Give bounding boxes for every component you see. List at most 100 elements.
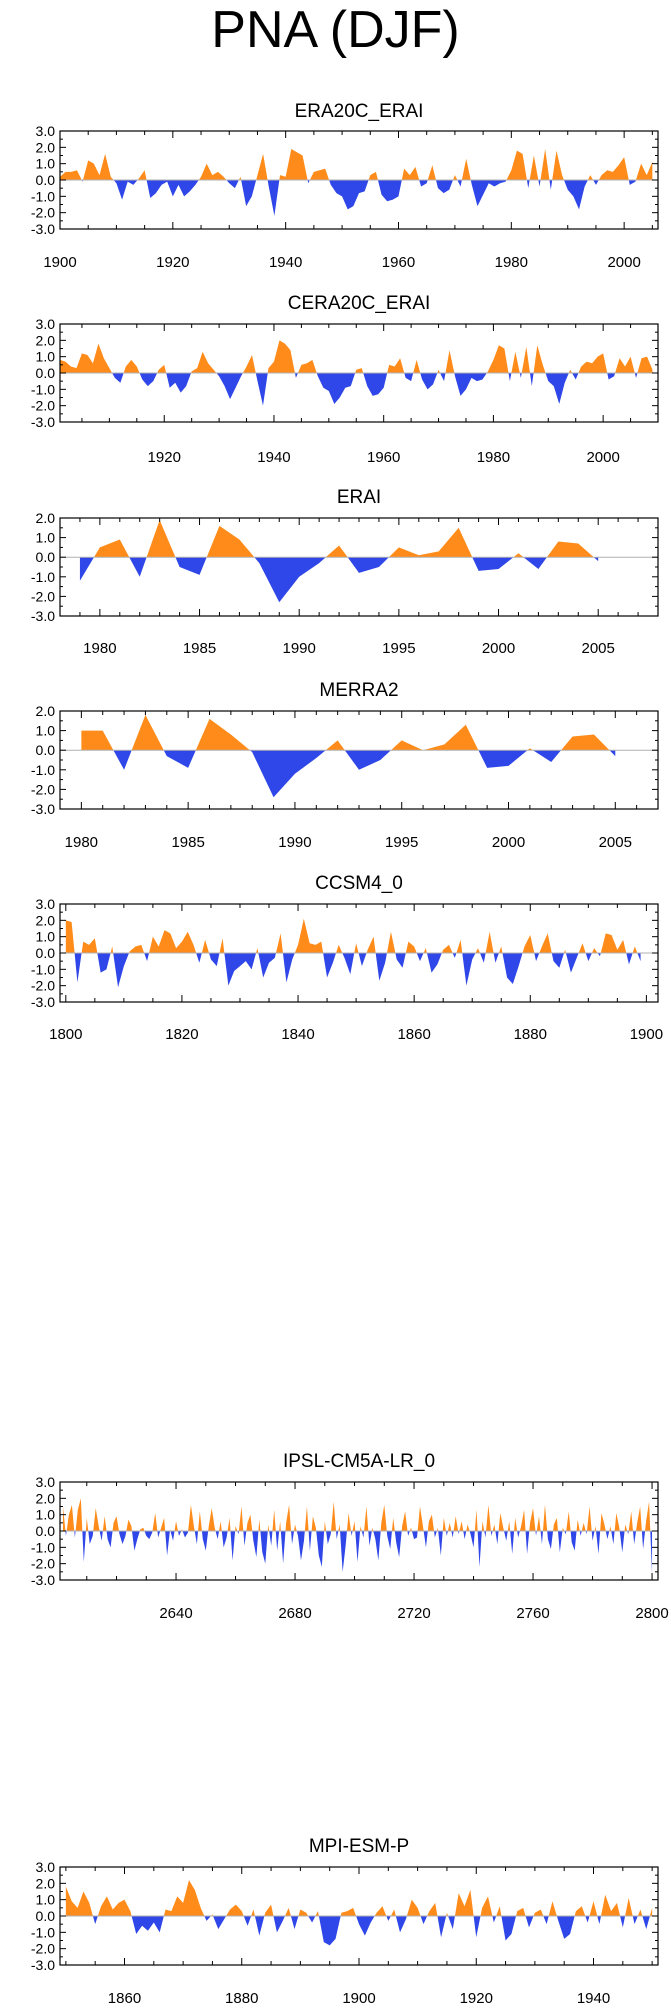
positive-area-series xyxy=(81,714,616,751)
y-tick-label: 1.0 xyxy=(36,349,56,365)
y-tick-label: 2.0 xyxy=(36,912,56,928)
x-tick-label: 1985 xyxy=(171,834,204,851)
x-tick-label: 1880 xyxy=(514,1026,547,1043)
y-tick-label: -1.0 xyxy=(31,762,55,778)
chart-title: MERRA2 xyxy=(319,680,398,701)
x-tick-label: 1940 xyxy=(257,449,290,466)
x-tick-label: 1980 xyxy=(83,640,116,657)
chart-title: CERA20C_ERAI xyxy=(288,293,431,314)
chart-title: IPSL-CM5A-LR_0 xyxy=(283,1451,435,1472)
y-tick-label: 1.0 xyxy=(36,929,56,945)
negative-area-series xyxy=(60,373,653,406)
x-tick-label: 1985 xyxy=(183,640,216,657)
x-tick-label: 1800 xyxy=(49,1026,82,1043)
y-tick-label: -3.0 xyxy=(31,221,55,237)
y-tick-label: 3.0 xyxy=(36,123,56,139)
x-tick-label: 2720 xyxy=(397,1605,430,1622)
y-tick-label: 3.0 xyxy=(36,316,56,332)
x-tick-label: 1860 xyxy=(397,1026,430,1043)
chart-panel-3: MERRA2 2.0 1.0 0.0 -1.0 -2.0 -3.0 1980 1985 1990 1… xyxy=(31,680,659,851)
y-tick-label: -1.0 xyxy=(31,569,55,585)
y-tick-label: 0.0 xyxy=(36,742,56,758)
x-tick-label: 1900 xyxy=(630,1026,663,1043)
chart-panel-1: CERA20C_ERAI 3.02.01.00.0-1.0-2.0-3.0 1920… xyxy=(31,293,659,466)
x-tick-label: 2000 xyxy=(482,640,515,657)
x-tick-label: 1995 xyxy=(382,640,415,657)
y-tick-label: -3.0 xyxy=(31,1957,55,1973)
y-tick-label: 0.0 xyxy=(36,365,56,381)
x-tick-label: 1990 xyxy=(283,640,316,657)
y-tick-label: 3.0 xyxy=(36,1474,56,1490)
y-tick-label: 1.0 xyxy=(36,1892,56,1908)
x-tick-label: 2000 xyxy=(607,254,640,271)
y-tick-label: 3.0 xyxy=(36,1859,56,1875)
x-tick-label: 2680 xyxy=(278,1605,311,1622)
negative-area-series xyxy=(60,180,653,216)
x-tick-label: 1880 xyxy=(225,1990,258,2007)
chart-panel-5: IPSL-CM5A-LR_0 3.02.01.00.0-1.0-2.0-3.0 26… xyxy=(31,1451,669,1622)
chart-panel-2: ERAI 2.0 1.0 0.0 -1.0 -2.0 -3.0 1980 1985 1990 199… xyxy=(31,487,659,657)
y-tick-label: -3.0 xyxy=(31,1572,55,1588)
y-tick-label: -2.0 xyxy=(31,205,55,221)
y-tick-label: -1.0 xyxy=(31,188,55,204)
y-tick-label: -1.0 xyxy=(31,381,55,397)
negative-area-series xyxy=(65,953,641,988)
chart-title: ERAI xyxy=(337,487,381,508)
y-tick-label: 1.0 xyxy=(36,723,56,739)
positive-area-series xyxy=(65,918,641,953)
y-tick-label: -2.0 xyxy=(31,781,55,797)
positive-area-series xyxy=(60,340,653,373)
y-tick-label: 1.0 xyxy=(36,530,56,546)
y-tick-label: 0.0 xyxy=(36,1908,56,1924)
x-tick-label: 2005 xyxy=(582,640,615,657)
chart-panel-6: MPI-ESM-P 3.02.01.00.0-1.0-2.0-3.0 1860 188… xyxy=(31,1836,659,2007)
x-tick-label: 2000 xyxy=(492,834,525,851)
x-tick-label: 1920 xyxy=(156,254,189,271)
y-tick-label: -2.0 xyxy=(31,398,55,414)
y-tick-label: 1.0 xyxy=(36,1507,56,1523)
chart-panel-0: ERA20C_ERAI 3.02.01.00.0-1.0-2.0-3.0 1900 1… xyxy=(31,101,659,271)
y-tick-label: -3.0 xyxy=(31,414,55,430)
x-tick-label: 1940 xyxy=(269,254,302,271)
x-tick-label: 2800 xyxy=(635,1605,668,1622)
y-tick-label: -1.0 xyxy=(31,1924,55,1940)
x-tick-label: 1940 xyxy=(577,1990,610,2007)
positive-area-series xyxy=(60,148,653,180)
negative-area-series xyxy=(65,1916,653,1946)
negative-area-series xyxy=(79,557,599,603)
x-tick-label: 1960 xyxy=(367,449,400,466)
negative-area-series xyxy=(62,1531,653,1574)
y-tick-label: -2.0 xyxy=(31,1556,55,1572)
y-tick-label: 3.0 xyxy=(36,896,56,912)
x-tick-label: 1900 xyxy=(342,1990,375,2007)
x-tick-label: 1900 xyxy=(43,254,76,271)
chart-panel-4: CCSM4_0 3.02.01.00.0-1.0-2.0-3.0 1800 1820 1… xyxy=(31,873,663,1043)
y-tick-label: -1.0 xyxy=(31,1539,55,1555)
y-tick-label: 2.0 xyxy=(36,1490,56,1506)
x-tick-label: 1860 xyxy=(108,1990,141,2007)
y-tick-label: 2.0 xyxy=(36,703,56,719)
y-tick-label: -2.0 xyxy=(31,1941,55,1957)
y-tick-label: -3.0 xyxy=(31,608,55,624)
y-tick-label: -2.0 xyxy=(31,978,55,994)
x-tick-label: 2640 xyxy=(159,1605,192,1622)
x-tick-label: 2000 xyxy=(586,449,619,466)
x-tick-label: 1980 xyxy=(65,834,98,851)
x-tick-label: 1980 xyxy=(495,254,528,271)
y-tick-label: 0.0 xyxy=(36,945,56,961)
x-tick-label: 2760 xyxy=(516,1605,549,1622)
negative-area-series xyxy=(113,750,616,798)
y-tick-label: -2.0 xyxy=(31,588,55,604)
y-tick-label: -1.0 xyxy=(31,961,55,977)
x-tick-label: 1990 xyxy=(278,834,311,851)
y-tick-label: -3.0 xyxy=(31,994,55,1010)
x-tick-label: 1820 xyxy=(165,1026,198,1043)
y-tick-label: 0.0 xyxy=(36,1523,56,1539)
positive-area-series xyxy=(65,1880,653,1916)
x-tick-label: 1995 xyxy=(385,834,418,851)
page-title: PNA (DJF) xyxy=(211,1,460,59)
y-tick-label: -3.0 xyxy=(31,801,55,817)
x-tick-label: 1960 xyxy=(382,254,415,271)
chart-title: MPI-ESM-P xyxy=(309,1836,409,1857)
